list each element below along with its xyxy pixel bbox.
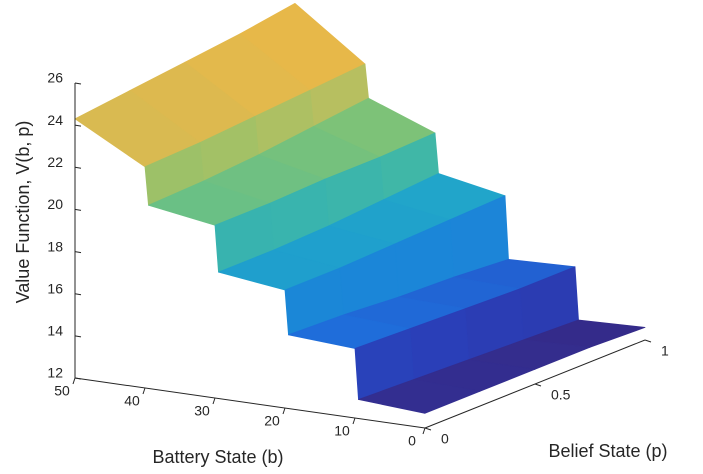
y-axis-label: Belief State (p) xyxy=(548,441,667,461)
z-axis-label: Value Function, V(b, p) xyxy=(13,121,33,304)
x-tick-mark xyxy=(142,387,146,395)
y-tick-mark xyxy=(534,383,542,387)
z-tick-label: 26 xyxy=(47,70,63,86)
x-axis-line xyxy=(74,377,426,429)
z-tick-mark xyxy=(74,82,82,85)
surface xyxy=(74,3,646,414)
z-tick-mark xyxy=(74,293,82,296)
z-tick-mark xyxy=(74,166,82,169)
x-tick-mark xyxy=(72,377,76,385)
x-tick-mark xyxy=(282,407,286,415)
z-tick-mark xyxy=(74,208,82,211)
z-tick-mark xyxy=(74,251,82,254)
y-tick-mark xyxy=(424,427,432,431)
z-tick-label: 24 xyxy=(47,112,63,128)
z-tick-label: 12 xyxy=(47,365,63,381)
y-tick-mark xyxy=(644,339,652,343)
x-tick-label: 50 xyxy=(54,383,70,399)
z-tick-label: 14 xyxy=(47,323,63,339)
x-tick-mark xyxy=(212,397,216,405)
y-tick-label: 1 xyxy=(661,343,669,359)
y-tick-label: 0 xyxy=(441,431,449,447)
axes: 0 10 20 30 40 50 0 0.5 1 12 14 16 18 20 22 24 26 xyxy=(47,70,669,449)
x-tick-label: 40 xyxy=(124,393,140,409)
x-tick-mark xyxy=(422,427,426,435)
surface-face xyxy=(358,379,481,414)
x-axis-label: Battery State (b) xyxy=(152,447,283,467)
x-tick-label: 20 xyxy=(264,413,280,429)
x-tick-mark xyxy=(352,417,356,425)
z-tick-mark xyxy=(74,335,82,338)
x-tick-label: 10 xyxy=(334,423,350,439)
x-tick-label: 0 xyxy=(408,433,416,449)
z-tick-label: 20 xyxy=(47,196,63,212)
z-tick-label: 22 xyxy=(47,154,63,170)
y-tick-label: 0.5 xyxy=(551,387,571,403)
x-tick-label: 30 xyxy=(194,403,210,419)
z-tick-mark xyxy=(74,377,82,380)
z-tick-mark xyxy=(74,124,82,127)
z-tick-label: 18 xyxy=(47,238,63,254)
z-tick-label: 16 xyxy=(47,280,63,296)
